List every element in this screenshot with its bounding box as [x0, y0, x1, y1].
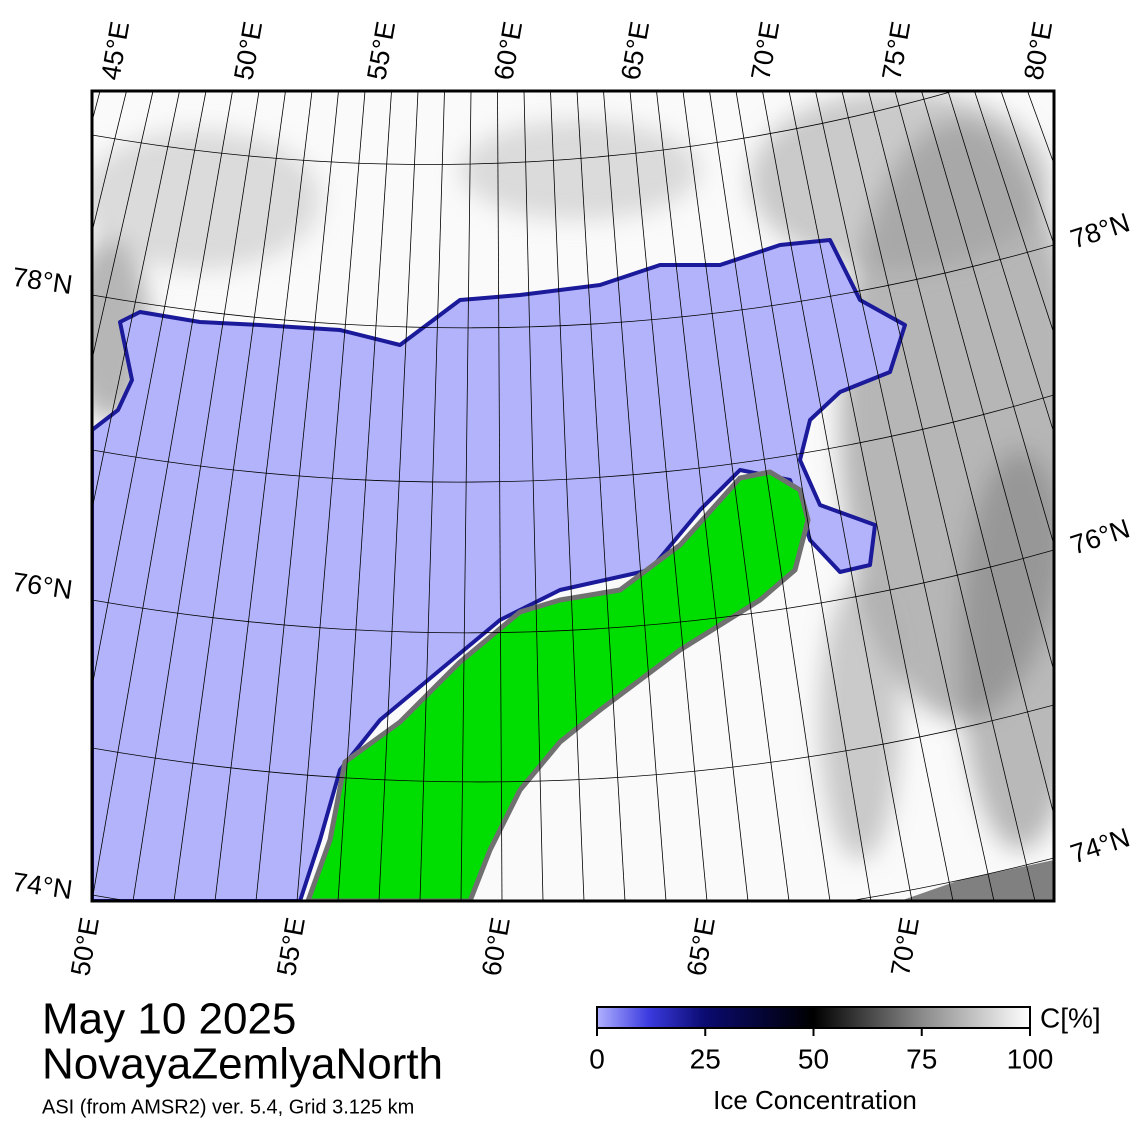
meridian [921, 91, 1054, 547]
meridian [735, 91, 872, 901]
top-lon-label: 75°E [876, 19, 916, 82]
meridian [296, 91, 366, 901]
meridian [419, 91, 445, 901]
meridian [0, 91, 21, 901]
meridian [947, 91, 1054, 435]
map-frame [90, 89, 1056, 903]
meridian [0, 91, 47, 901]
colorbar [596, 1006, 1031, 1029]
top-lon-label: 80°E [1018, 19, 1058, 82]
meridian [603, 91, 667, 901]
meridian [497, 91, 503, 901]
graticule [0, 91, 1147, 901]
meridian [255, 91, 339, 901]
meridian [337, 91, 392, 901]
meridian [815, 91, 995, 901]
bottom-lon-label: 55°E [271, 915, 311, 978]
meridian [576, 91, 626, 901]
meridian [550, 91, 585, 901]
map-area [0, 91, 1147, 901]
meridian [92, 91, 180, 512]
meridian [132, 91, 260, 901]
land-mask [900, 860, 1054, 901]
top-lon-label: 60°E [488, 19, 528, 82]
meridian [173, 91, 286, 901]
meridian [1000, 91, 1054, 246]
bottom-lon-label: 60°E [476, 915, 516, 978]
colorbar-unit: C[%] [1040, 1002, 1101, 1033]
parallel [92, 91, 956, 165]
colorbar-label: Ice Concentration [713, 1085, 917, 1115]
parallel [92, 704, 1054, 783]
top-lon-label: 55°E [361, 19, 401, 82]
meridian [682, 91, 790, 901]
meridian [709, 91, 831, 901]
top-lon-label: 65°E [615, 19, 655, 82]
top-lon-label: 45°E [95, 19, 135, 82]
right-lat-label: 78°N [1067, 207, 1134, 254]
top-lon-label: 70°E [745, 19, 785, 82]
bottom-lon-label: 70°E [885, 915, 925, 978]
meridian [92, 91, 154, 362]
parallel [92, 857, 1054, 901]
meridian [214, 91, 313, 901]
meridian [868, 91, 1054, 817]
meridian [1134, 91, 1147, 901]
meridian [0, 91, 74, 901]
meridian [1053, 91, 1054, 93]
meridian [460, 91, 472, 901]
meridian [92, 91, 207, 689]
top-lon-label: 50°E [228, 19, 268, 82]
meridian [894, 91, 1054, 673]
colorbar-tick-label: 75 [906, 1043, 937, 1074]
meridian [92, 91, 233, 901]
colorbar-tick-label: 25 [690, 1043, 721, 1074]
parallel [92, 549, 1054, 634]
meridian [788, 91, 954, 901]
colorbar-ticks: 0 25 50 75 100 [589, 1028, 1053, 1074]
source: ASI (from AMSR2) ver. 5.4, Grid 3.125 km [42, 1096, 414, 1118]
meridian [523, 91, 544, 901]
bottom-lon-label: 50°E [65, 915, 105, 978]
left-lat-label: 76°N [10, 567, 74, 605]
meridian [378, 91, 419, 901]
colorbar-tick-label: 100 [1007, 1043, 1054, 1074]
open-water [92, 238, 907, 901]
colorbar-tick-label: 0 [589, 1043, 605, 1074]
right-lat-label: 76°N [1067, 513, 1134, 560]
meridian [841, 91, 1036, 901]
colorbar-tick-label: 50 [798, 1043, 829, 1074]
meridian [656, 91, 749, 901]
left-lat-label: 74°N [10, 867, 74, 905]
meridian [629, 91, 708, 901]
right-lat-label: 74°N [1067, 822, 1134, 869]
parallel [92, 394, 1054, 483]
left-lat-label: 78°N [10, 262, 74, 300]
bottom-lon-label: 65°E [681, 915, 721, 978]
meridian [762, 91, 913, 901]
meridian [92, 91, 101, 123]
region: NovayaZemlyaNorth [42, 1040, 443, 1089]
parallel [92, 244, 1054, 329]
date: May 10 2025 [42, 995, 296, 1044]
meridian [974, 91, 1054, 335]
